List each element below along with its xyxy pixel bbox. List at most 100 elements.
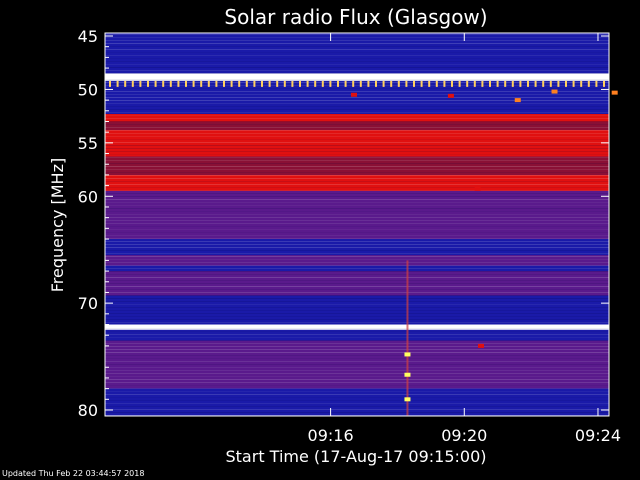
noise-streak [105,94,609,95]
band-marker [519,80,522,87]
band-marker [109,80,111,87]
chart-title: Solar radio Flux (Glasgow) [224,5,487,29]
x-tick-label: 09:16 [308,426,354,445]
band-marker [192,80,195,87]
burst-point [350,92,357,97]
noise-streak [105,334,609,335]
burst-point [514,98,521,103]
noise-streak [105,49,609,50]
frequency-band [105,130,609,157]
noise-streak [105,151,609,152]
noise-streak [105,271,609,272]
noise-streak [105,37,609,38]
noise-streak [105,46,609,47]
frequency-band [105,265,609,272]
burst-point [611,90,618,95]
band-marker [131,80,134,87]
burst-point [404,372,411,377]
noise-streak [105,394,609,395]
noise-streak [105,364,609,365]
noise-streak [105,121,609,122]
band-marker [489,80,491,87]
band-marker [481,80,484,87]
noise-streak [105,382,609,383]
band-marker [344,80,347,87]
noise-streak [105,232,609,233]
noise-streak [105,64,609,65]
noise-streak [105,400,609,401]
noise-streak [105,127,609,128]
noise-streak [105,268,609,269]
frequency-band [105,271,609,296]
frequency-band [105,190,609,240]
noise-streak [105,319,609,320]
noise-streak [105,253,609,254]
burst-point [551,89,558,94]
frequency-band [105,156,609,175]
band-marker [527,80,529,87]
band-marker [116,80,119,87]
band-marker [466,80,469,87]
burst-markers [350,89,618,402]
band-marker [413,80,415,87]
band-marker [207,80,210,87]
interference-line [406,260,409,416]
noise-streak [105,61,609,62]
noise-streak [105,361,609,362]
band-marker [557,80,560,87]
noise-streak [105,115,609,116]
noise-streak [105,322,609,323]
noise-streak [105,145,609,146]
frequency-band [105,255,609,266]
noise-streak [105,244,609,245]
noise-streak [105,298,609,299]
y-tick-label: 60 [78,187,98,206]
noise-streak [105,58,609,59]
noise-streak [105,178,609,179]
noise-streak [105,352,609,353]
band-marker [200,80,203,87]
band-marker [169,80,172,87]
noise-streak [105,241,609,242]
noise-streak [105,124,609,125]
noise-streak [105,229,609,230]
noise-streak [105,283,609,284]
noise-streak [105,313,609,314]
noise-streak [105,220,609,221]
noise-streak [105,316,609,317]
band-marker [337,80,339,87]
noise-streak [105,106,609,107]
noise-streak [105,73,609,74]
band-marker [177,80,180,87]
noise-streak [105,349,609,350]
noise-streak [105,358,609,359]
band-marker [185,80,187,87]
band-marker [215,80,218,87]
noise-streak [105,166,609,167]
band-marker [595,80,598,87]
burst-point [477,343,484,348]
noise-streak [105,202,609,203]
frequency-band [105,388,609,410]
band-marker [458,80,461,87]
noise-streak [105,154,609,155]
noise-streak [105,370,609,371]
noise-streak [105,286,609,287]
band-marker [534,80,537,87]
noise-streak [105,76,609,77]
noise-streak [105,190,609,191]
noise-streak [105,172,609,173]
noise-streak [105,340,609,341]
band-marker [162,80,165,87]
noise-streak [105,109,609,110]
frequency-band [105,324,609,330]
heatmap-area [105,33,609,416]
noise-streak [105,373,609,374]
band-marker [147,80,149,87]
band-marker [253,80,256,87]
band-marker [390,80,393,87]
noise-streak [105,235,609,236]
band-marker [276,80,279,87]
band-marker [572,80,575,87]
